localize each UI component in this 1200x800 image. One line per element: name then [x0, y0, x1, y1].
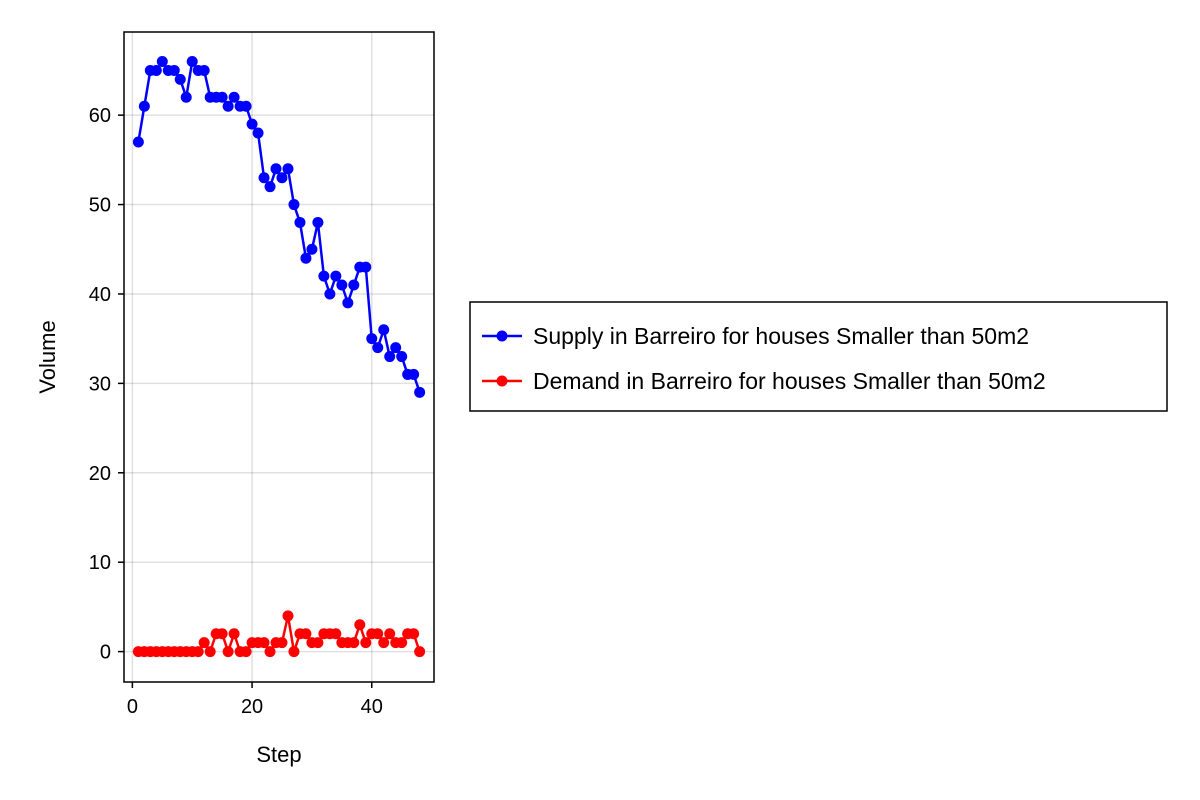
- data-point-supply: [396, 351, 408, 363]
- data-point-supply: [222, 100, 234, 112]
- data-point-supply: [366, 333, 378, 345]
- legend-frame: [469, 301, 1168, 412]
- x-tick-label: 20: [241, 696, 263, 718]
- data-point-demand: [300, 628, 312, 640]
- data-point-supply: [156, 56, 168, 67]
- y-tick-label: 0: [100, 642, 111, 664]
- data-point-supply: [168, 64, 180, 76]
- data-point-demand: [276, 637, 288, 649]
- plot-frame: [123, 31, 435, 683]
- data-point-supply: [264, 181, 276, 193]
- data-point-supply: [270, 163, 282, 175]
- x-tick-label: 40: [361, 696, 383, 718]
- data-point-supply: [318, 270, 330, 282]
- ticks: 0 10 20 30 40 50 60 0 20 40: [89, 105, 383, 718]
- data-point-supply: [378, 324, 390, 336]
- data-point-supply: [198, 64, 210, 76]
- data-point-demand: [354, 619, 366, 631]
- data-point-supply: [288, 199, 300, 211]
- data-point-demand: [312, 637, 324, 649]
- data-point-supply: [246, 118, 258, 130]
- data-point-supply: [390, 342, 402, 354]
- data-point-supply: [384, 351, 396, 363]
- data-point-supply: [216, 91, 228, 103]
- x-tick-label: 0: [127, 696, 138, 718]
- y-tick-label: 10: [89, 552, 111, 574]
- data-point-supply: [240, 100, 252, 112]
- legend: Supply in Barreiro for houses Smaller th…: [469, 301, 1168, 412]
- series-layer: [132, 56, 426, 658]
- data-point-supply: [360, 261, 372, 273]
- data-point-supply: [282, 163, 294, 175]
- data-point-demand: [396, 637, 408, 649]
- data-point-demand: [204, 646, 216, 658]
- data-point-supply: [330, 270, 342, 282]
- data-point-demand: [360, 637, 372, 649]
- legend-marker-supply: [496, 330, 508, 342]
- data-point-demand: [384, 628, 396, 640]
- data-point-demand: [414, 646, 426, 658]
- data-point-supply: [180, 91, 192, 103]
- data-point-demand: [282, 610, 294, 622]
- data-point-demand: [216, 628, 228, 640]
- series-supply: [132, 56, 426, 398]
- y-tick-label: 30: [89, 373, 111, 395]
- y-axis-title: Volume: [35, 320, 60, 393]
- legend-label-supply: Supply in Barreiro for houses Smaller th…: [533, 323, 1029, 349]
- data-point-supply: [312, 216, 324, 228]
- y-tick-label: 20: [89, 463, 111, 485]
- data-point-demand: [222, 646, 234, 658]
- data-point-supply: [150, 64, 162, 76]
- series-demand: [132, 610, 426, 658]
- data-point-demand: [264, 646, 276, 658]
- data-point-supply: [132, 136, 144, 148]
- data-point-supply: [408, 368, 420, 380]
- data-point-supply: [306, 243, 318, 255]
- data-point-demand: [258, 637, 270, 649]
- data-point-supply: [138, 100, 150, 112]
- data-point-demand: [378, 637, 390, 649]
- data-point-supply: [228, 91, 240, 103]
- data-point-supply: [294, 216, 306, 228]
- data-point-supply: [414, 386, 426, 398]
- data-point-demand: [288, 646, 300, 658]
- data-point-supply: [276, 172, 288, 184]
- data-point-supply: [372, 342, 384, 354]
- x-axis-title: Step: [256, 742, 301, 767]
- data-point-supply: [348, 279, 360, 291]
- data-point-supply: [258, 172, 270, 184]
- data-point-supply: [324, 288, 336, 300]
- data-point-demand: [192, 646, 204, 658]
- legend-entry-supply: Supply in Barreiro for houses Smaller th…: [482, 323, 1029, 349]
- data-point-demand: [348, 637, 360, 649]
- data-point-supply: [342, 297, 354, 309]
- y-tick-label: 50: [89, 195, 111, 217]
- data-point-demand: [372, 628, 384, 640]
- data-point-supply: [186, 56, 198, 67]
- data-point-supply: [174, 73, 186, 85]
- data-point-supply: [300, 252, 312, 264]
- data-point-demand: [408, 628, 420, 640]
- legend-marker-demand: [496, 375, 508, 387]
- y-tick-label: 60: [89, 105, 111, 127]
- data-point-demand: [330, 628, 342, 640]
- legend-label-demand: Demand in Barreiro for houses Smaller th…: [533, 368, 1046, 394]
- data-point-supply: [336, 279, 348, 291]
- y-tick-label: 40: [89, 284, 111, 306]
- data-point-demand: [228, 628, 240, 640]
- data-point-demand: [240, 646, 252, 658]
- grid: [124, 32, 434, 682]
- data-point-supply: [252, 127, 264, 139]
- data-point-demand: [198, 637, 210, 649]
- legend-entry-demand: Demand in Barreiro for houses Smaller th…: [482, 368, 1046, 394]
